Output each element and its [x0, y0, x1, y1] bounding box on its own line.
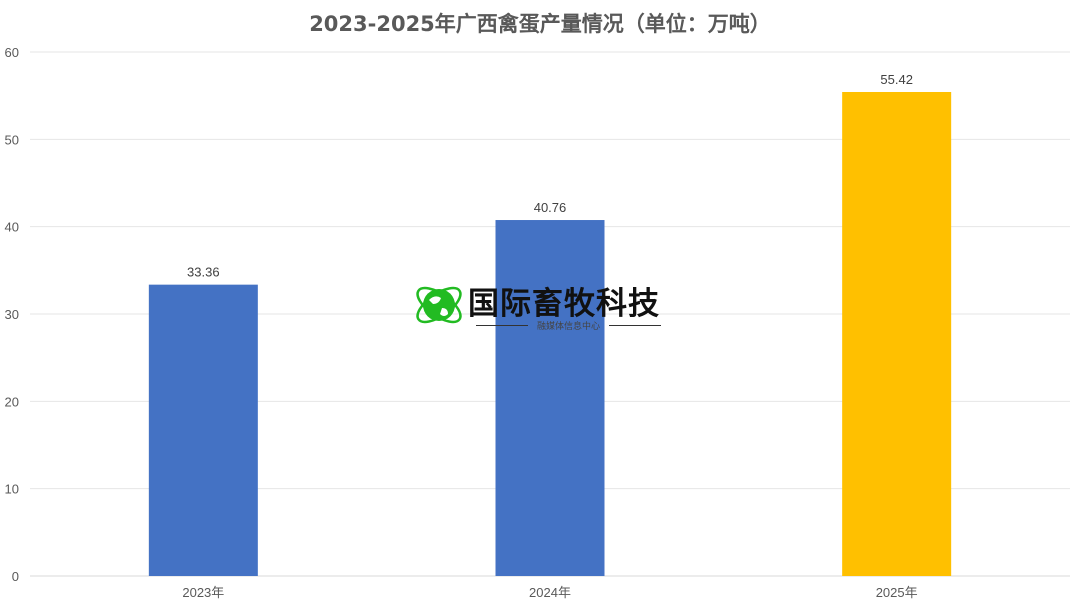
bar — [842, 91, 952, 577]
x-tick-label: 2023年 — [182, 585, 224, 600]
x-tick-label: 2024年 — [529, 585, 571, 600]
bar — [148, 284, 258, 576]
y-tick-label: 40 — [5, 220, 19, 235]
bar — [495, 220, 605, 576]
y-tick-label: 60 — [5, 45, 19, 60]
y-tick-label: 20 — [5, 394, 19, 409]
chart-title: 2023-2025年广西禽蛋产量情况（单位：万吨） — [309, 12, 771, 36]
y-tick-label: 30 — [5, 307, 19, 322]
y-tick-label: 0 — [12, 569, 19, 584]
x-tick-label: 2025年 — [876, 585, 918, 600]
y-tick-label: 50 — [5, 132, 19, 147]
data-label: 55.42 — [880, 72, 913, 87]
data-label: 33.36 — [187, 265, 220, 280]
y-tick-label: 10 — [5, 482, 19, 497]
data-label: 40.76 — [534, 200, 567, 215]
